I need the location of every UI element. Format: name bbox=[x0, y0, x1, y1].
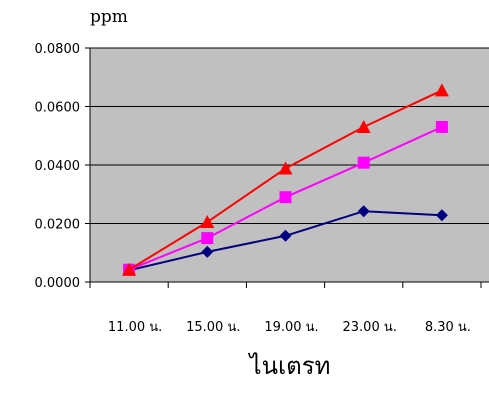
y-tick-label: 0.0600 bbox=[35, 101, 81, 116]
y-axis-unit-label: ppm bbox=[90, 7, 128, 27]
x-tick-label: 15.00 น. bbox=[186, 320, 240, 335]
y-tick-label: 0.0800 bbox=[35, 42, 81, 57]
data-point-square bbox=[279, 191, 292, 204]
axes bbox=[85, 47, 489, 288]
data-point-square bbox=[357, 156, 370, 169]
data-point-square bbox=[201, 232, 214, 245]
tick-labels: 0.0000 0.0200 0.0400 0.0600 0.0800 11.00 น. 15… bbox=[35, 42, 471, 335]
y-tick-label: 0.0000 bbox=[35, 276, 81, 291]
data-point-triangle bbox=[200, 215, 215, 229]
series-3 bbox=[122, 83, 449, 276]
y-tick-label: 0.0400 bbox=[35, 159, 81, 174]
x-axis-label: ไนเตรท bbox=[248, 352, 331, 380]
data-point-square bbox=[435, 120, 448, 133]
data-point-triangle bbox=[278, 161, 293, 175]
data-point-triangle bbox=[434, 83, 449, 97]
gridlines bbox=[90, 47, 489, 224]
data-point-diamond bbox=[201, 245, 214, 258]
data-point-diamond bbox=[279, 229, 292, 242]
series-layer bbox=[122, 83, 449, 277]
x-tick-label: 19.00 น. bbox=[264, 320, 318, 335]
data-point-triangle bbox=[122, 262, 137, 276]
y-tick-label: 0.0200 bbox=[35, 218, 81, 233]
x-tick-label: 11.00 น. bbox=[108, 320, 162, 335]
x-tick-label: 8.30 น. bbox=[425, 320, 471, 335]
data-point-triangle bbox=[356, 119, 371, 133]
x-tick-label: 23.00 น. bbox=[343, 320, 397, 335]
data-point-diamond bbox=[357, 205, 370, 218]
data-point-diamond bbox=[435, 209, 448, 222]
